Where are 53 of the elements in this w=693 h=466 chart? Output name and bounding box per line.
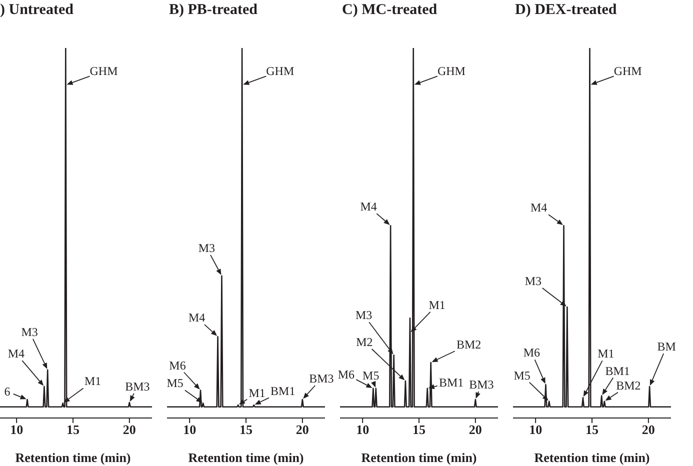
annotation: GHM: [437, 64, 466, 78]
annotation: 6: [4, 384, 10, 398]
x-tick-label: 15: [240, 422, 253, 438]
annotation: M6: [169, 358, 186, 372]
annotation: BM1: [270, 384, 296, 398]
annotation: BM3: [309, 372, 334, 386]
annotation: M4: [530, 200, 548, 215]
annotation: M2: [356, 335, 373, 349]
x-tick-label: 10: [356, 422, 370, 438]
x-axis-title: Retention time (min): [15, 450, 131, 465]
x-axis-title: Retention time (min): [188, 450, 304, 465]
annotation: M5: [166, 376, 184, 390]
annotation: M3: [355, 308, 372, 322]
annotation: M3: [524, 274, 542, 288]
x-tick-label: 15: [66, 422, 80, 438]
chart-title: C) MC-treated: [342, 2, 438, 19]
chart-title: D) DEX-treated: [515, 2, 617, 19]
annotation: BM1: [439, 375, 464, 390]
annotation: M1: [598, 346, 614, 361]
x-tick-label: 10: [10, 422, 24, 438]
x-axis-title: Retention time (min): [361, 450, 477, 465]
annotation: BM2: [616, 378, 641, 392]
x-tick-label: 20: [122, 422, 136, 438]
annotation: BM1: [605, 364, 630, 378]
x-tick-label: 10: [183, 422, 196, 438]
chart-title: B) PB-treated: [169, 2, 258, 19]
annotation: M3: [198, 240, 216, 255]
annotation: M1: [84, 374, 102, 388]
x-tick-label: 20: [468, 422, 482, 438]
annotation: GHM: [266, 64, 294, 78]
chart-title: ) Untreated: [0, 2, 74, 19]
annotation: M4: [188, 310, 206, 325]
annotation: BM3: [125, 379, 150, 394]
annotation: BM2: [456, 338, 482, 352]
x-tick-label: 15: [412, 422, 426, 438]
x-axis-title: Retention time (min): [534, 450, 650, 465]
annotation: M5: [362, 368, 380, 382]
x-tick-label: 10: [529, 422, 542, 438]
annotation: BM: [657, 340, 676, 354]
x-tick-label: 20: [642, 422, 655, 438]
annotation: GHM: [614, 64, 642, 78]
annotation: M3: [21, 324, 38, 339]
annotation: GHM: [90, 64, 118, 78]
x-tick-label: 20: [296, 422, 309, 438]
x-tick-label: 15: [586, 422, 599, 438]
annotation: M6: [523, 346, 540, 360]
annotation: M1: [248, 386, 266, 400]
annotation: M4: [8, 346, 25, 361]
annotation: BM3: [469, 378, 494, 392]
annotation: M6: [338, 367, 355, 382]
annotation: M4: [360, 200, 377, 214]
annotation: M1: [428, 298, 446, 312]
annotation: M5: [514, 368, 530, 382]
